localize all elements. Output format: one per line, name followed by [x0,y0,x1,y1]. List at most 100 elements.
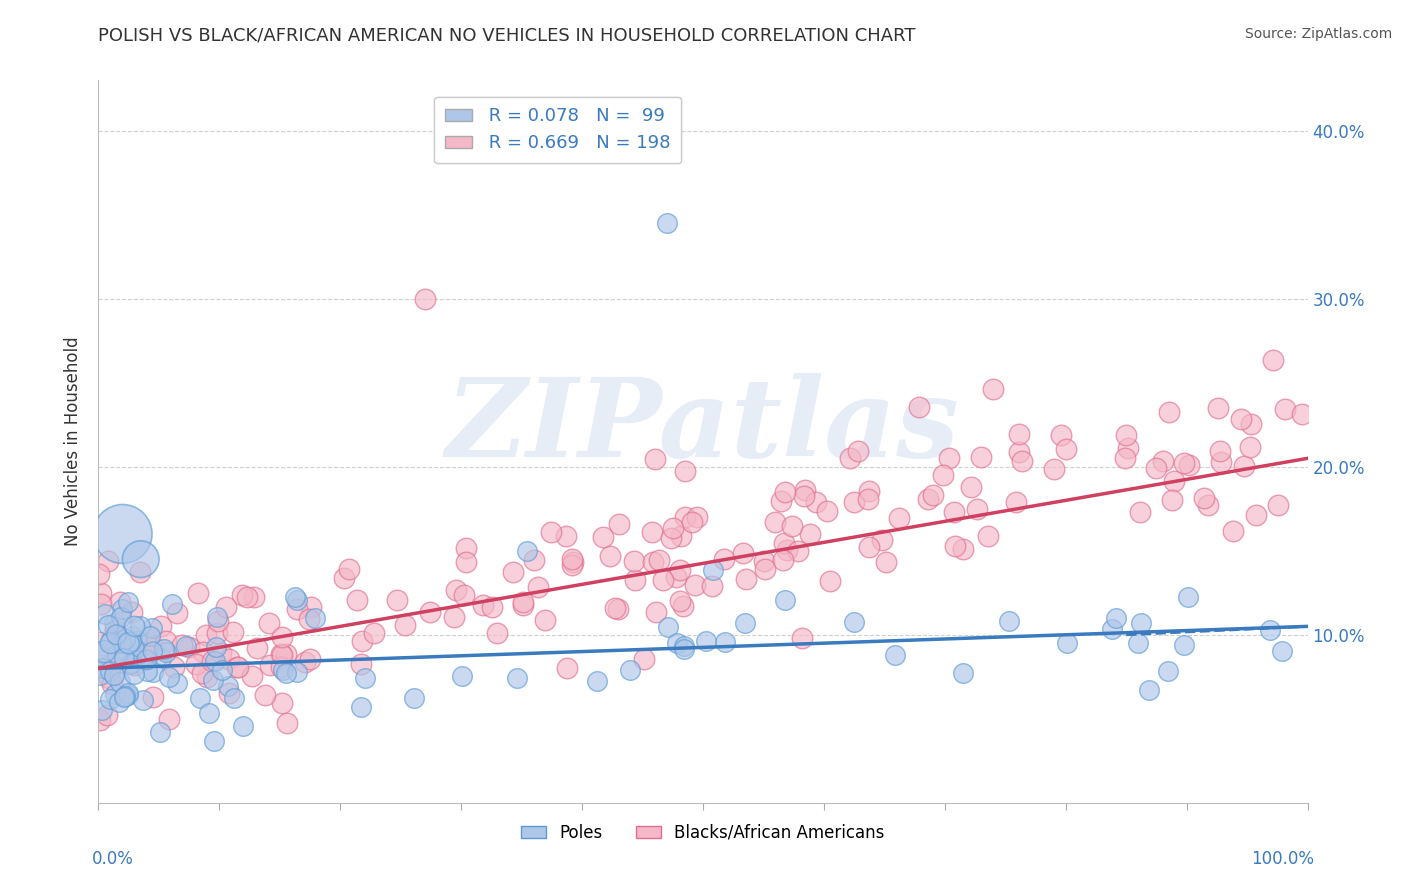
Point [100,657,122,671]
Point [1152,454,1174,468]
Point [655,216,678,230]
Point [177,640,200,655]
Point [115,648,138,662]
Point [187,585,209,599]
Point [818,574,841,588]
Point [121,656,143,670]
Point [195,628,218,642]
Point [299,599,322,614]
Point [270,648,292,663]
Point [1173,638,1195,652]
Point [117,686,139,700]
Point [931,467,953,482]
Point [776,542,799,557]
Point [1197,498,1219,512]
Point [135,653,157,667]
Point [665,569,688,583]
Point [1208,401,1230,416]
Point [232,718,254,732]
Point [149,725,172,739]
Point [970,450,993,464]
Point [842,495,865,509]
Point [97,554,120,568]
Point [89,657,111,672]
Point [1005,495,1028,509]
Text: Source: ZipAtlas.com: Source: ZipAtlas.com [1244,27,1392,41]
Point [858,540,880,554]
Point [839,451,862,466]
Point [607,601,630,615]
Text: 100.0%: 100.0% [1250,850,1313,868]
Point [100,632,122,647]
Point [243,591,266,605]
Point [103,668,125,682]
Point [110,636,132,650]
Point [1267,499,1289,513]
Point [118,634,141,648]
Point [155,634,177,648]
Point [346,592,368,607]
Point [1128,636,1150,650]
Point [960,480,983,494]
Point [856,491,879,506]
Point [1222,524,1244,538]
Point [1130,616,1153,631]
Point [775,484,797,499]
Point [1129,505,1152,519]
Point [105,647,128,661]
Point [672,640,695,654]
Point [1261,352,1284,367]
Point [938,450,960,465]
Point [1173,456,1195,470]
Point [118,636,141,650]
Point [402,690,425,705]
Point [1157,405,1180,419]
Point [271,664,294,678]
Point [1008,426,1031,441]
Point [527,580,550,594]
Point [198,706,221,721]
Point [754,562,776,576]
Point [294,655,316,669]
Point [806,495,828,509]
Point [686,509,709,524]
Point [114,632,136,646]
Point [681,515,703,529]
Point [454,555,477,569]
Point [657,620,679,634]
Point [454,541,477,555]
Point [350,700,373,714]
Point [205,626,228,640]
Point [1258,623,1281,637]
Point [512,595,534,609]
Point [1101,622,1123,636]
Point [124,650,146,665]
Point [870,533,893,547]
Point [1274,401,1296,416]
Point [952,541,974,556]
Point [540,525,562,540]
Point [124,658,146,673]
Point [218,686,240,700]
Point [734,572,756,586]
Point [917,491,939,506]
Point [90,661,112,675]
Point [108,695,131,709]
Point [204,734,226,748]
Point [702,579,724,593]
Point [103,615,125,630]
Point [125,634,148,648]
Point [218,652,240,666]
Point [554,529,576,543]
Point [155,645,177,659]
Point [235,590,257,604]
Point [121,629,143,643]
Point [94,607,117,621]
Point [98,692,121,706]
Point [662,521,685,535]
Point [128,565,150,579]
Point [217,679,239,693]
Point [253,688,276,702]
Point [481,599,503,614]
Point [1163,474,1185,488]
